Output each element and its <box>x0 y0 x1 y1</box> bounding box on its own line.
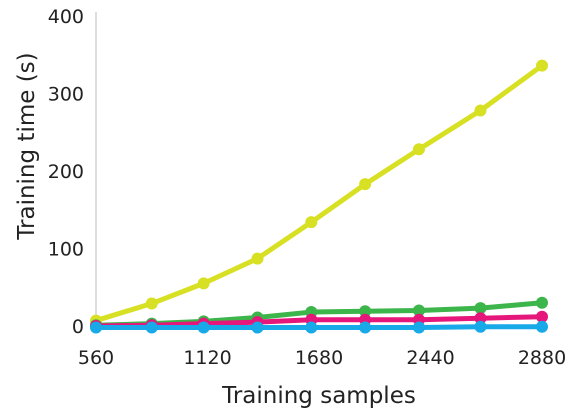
y-tick-label: 100 <box>48 239 84 261</box>
series-line <box>93 63 545 324</box>
x-tick-label: 2440 <box>406 347 454 369</box>
data-point <box>474 302 487 315</box>
data-point <box>359 321 372 334</box>
x-axis-title: Training samples <box>221 383 416 409</box>
series-layer <box>90 59 548 334</box>
y-axis-title: Training time (s) <box>14 52 40 240</box>
y-tick-label: 300 <box>48 84 84 106</box>
data-point <box>474 312 487 325</box>
x-tick-label: 1120 <box>183 347 231 369</box>
data-point <box>536 310 548 323</box>
y-tick-label: 400 <box>48 6 84 28</box>
data-point <box>305 216 318 229</box>
x-tick-labels: 560 1120 1680 2440 2880 <box>78 347 566 369</box>
y-tick-labels: 0 100 200 300 400 <box>48 6 84 338</box>
data-point <box>359 178 372 191</box>
data-point <box>145 297 158 310</box>
data-point <box>536 296 548 309</box>
y-tick-label: 0 <box>72 316 84 338</box>
data-point <box>412 304 425 317</box>
data-point <box>359 305 372 318</box>
series-4 <box>90 320 548 334</box>
data-point <box>412 321 425 334</box>
data-point <box>145 321 158 334</box>
data-point <box>90 321 102 334</box>
axis-layer <box>95 12 546 327</box>
data-point <box>474 104 487 117</box>
data-point <box>251 321 264 334</box>
y-tick-label: 200 <box>48 161 84 183</box>
series-1 <box>90 59 548 327</box>
data-point <box>412 143 425 156</box>
x-tick-label: 560 <box>78 347 114 369</box>
data-point <box>305 321 318 334</box>
x-tick-label: 2880 <box>518 347 566 369</box>
data-point <box>474 320 487 333</box>
data-point <box>197 321 210 334</box>
data-point <box>536 320 548 333</box>
x-tick-label: 1680 <box>295 347 343 369</box>
data-point <box>197 277 210 290</box>
data-point <box>251 252 264 265</box>
data-point <box>536 59 548 72</box>
